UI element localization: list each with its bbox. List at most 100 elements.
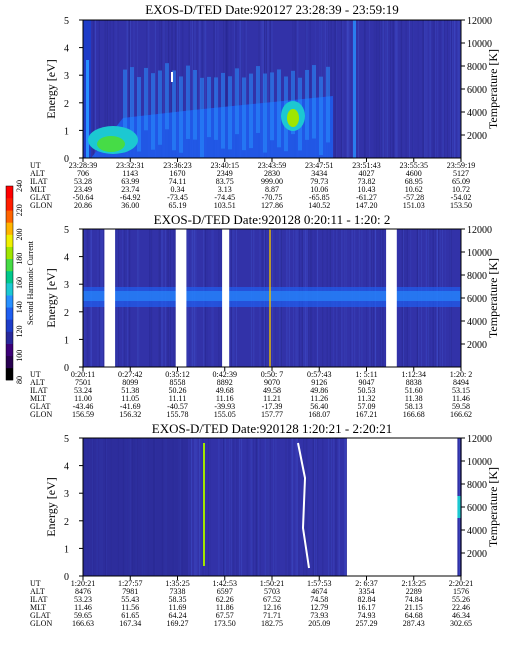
table-cell: -74.45	[214, 193, 235, 202]
table-cell: 8558	[170, 378, 186, 387]
table-row-label: GLON	[30, 201, 52, 210]
y2-axis-label: Temperature [K]	[486, 467, 500, 547]
table-cell: 23:28:39	[69, 161, 97, 170]
table-cell: 11.46	[74, 603, 92, 612]
table-cell: 63.99	[121, 177, 139, 186]
table-cell: 11.38	[405, 394, 423, 403]
colorbar-swatch	[6, 295, 13, 308]
table-cell: 7981	[122, 587, 138, 596]
table-cell: 5127	[453, 169, 469, 178]
table-cell: 71.71	[263, 611, 281, 620]
panel-1: EXOS-D/TED Date:920127 23:28:39 - 23:59:…	[30, 2, 500, 210]
table-cell: 23:51:43	[352, 161, 380, 170]
colorbar-swatch	[6, 234, 13, 247]
y-tick-label: 1	[64, 335, 69, 346]
y2-tick-label: 12000	[467, 434, 492, 445]
table-cell: 49.86	[310, 386, 328, 395]
y2-tick-label: 8000	[467, 271, 487, 282]
table-cell: 11.00	[74, 394, 92, 403]
table-cell: 1:20:21	[71, 579, 95, 588]
colorbar-swatch	[6, 343, 13, 357]
table-cell: -54.02	[451, 193, 472, 202]
colorbar-swatch	[6, 319, 13, 332]
colorbar-swatch	[6, 367, 13, 381]
y2-tick-label: 10000	[467, 248, 492, 259]
table-cell: 53.28	[74, 177, 92, 186]
table-cell: -41.69	[120, 402, 141, 411]
table-cell: 173.50	[214, 619, 236, 628]
table-cell: 36.00	[121, 201, 139, 210]
table-row-label: MLT	[30, 185, 46, 194]
table-cell: 64.68	[405, 611, 423, 620]
table-row-label: GLAT	[30, 611, 51, 620]
panel-title: EXOS-D/TED Date:920128 1:20:21 - 2:20:21	[152, 421, 392, 436]
colorbar-swatch	[6, 210, 13, 223]
table-cell: 74.11	[169, 177, 187, 186]
table-cell: 6597	[217, 587, 233, 596]
table-cell: 74.58	[310, 595, 328, 604]
table-cell: -64.92	[120, 193, 141, 202]
table-cell: -70.75	[262, 193, 283, 202]
y-tick-label: 5	[64, 434, 69, 445]
table-cell: 2830	[264, 169, 280, 178]
y-tick-label: 3	[64, 71, 69, 82]
table-cell: 11.21	[263, 394, 281, 403]
table-cell: 5703	[264, 587, 280, 596]
table-row-label: GLON	[30, 619, 52, 628]
table-cell: 167.21	[356, 410, 378, 419]
table-cell: 4027	[359, 169, 375, 178]
y-tick-label: 4	[64, 462, 69, 473]
table-cell: 166.68	[403, 410, 425, 419]
y-tick-label: 0	[64, 572, 69, 583]
y2-tick-label: 4000	[467, 108, 487, 119]
table-cell: 7338	[170, 587, 186, 596]
table-cell: 8099	[122, 378, 138, 387]
ephemeris-table: UT 1:20:21 1:27:57 1:35:25 1:42:53 1:50:21 1:5…	[30, 579, 473, 628]
table-cell: 11.26	[310, 394, 328, 403]
table-cell: 7501	[75, 378, 91, 387]
table-cell: 8892	[217, 378, 233, 387]
table-cell: 73.93	[310, 611, 328, 620]
table-cell: 2: 6:37	[355, 579, 377, 588]
colorbar-tick-label: 160	[15, 277, 24, 289]
table-cell: 166.63	[72, 619, 94, 628]
table-cell: 11.05	[121, 394, 139, 403]
table-cell: 11.86	[216, 603, 234, 612]
table-cell: 0:35:12	[165, 370, 189, 379]
table-cell: 2:20:21	[449, 579, 473, 588]
table-cell: 153.50	[450, 201, 472, 210]
table-cell: 168.07	[308, 410, 330, 419]
table-cell: 1:57:53	[307, 579, 331, 588]
y2-tick-label: 6000	[467, 294, 487, 305]
colorbar-swatch	[6, 331, 13, 344]
table-cell: 74.93	[358, 611, 376, 620]
y2-tick-label: 8000	[467, 62, 487, 73]
table-cell: 79.73	[310, 177, 328, 186]
y2-tick-label: 2000	[467, 549, 487, 560]
table-row-label: ILAT	[30, 595, 47, 604]
panel-title: EXOS-D/TED Date:920128 0:20:11 - 1:20: 2	[154, 212, 391, 227]
y-tick-label: 1	[64, 126, 69, 137]
colorbar-swatch	[6, 258, 13, 272]
data-gap	[104, 229, 116, 367]
colorbar-swatch	[6, 186, 13, 199]
ephemeris-table: UT 23:28:39 23:32:31 23:36:23 23:40:15 23:43:…	[30, 161, 475, 210]
table-cell: 1143	[122, 169, 138, 178]
table-cell: 706	[77, 169, 89, 178]
y2-axis-label: Temperature [K]	[486, 49, 500, 129]
table-cell: 23.49	[74, 185, 92, 194]
table-cell: 64.24	[169, 611, 187, 620]
table-cell: 8838	[406, 378, 422, 387]
table-cell: 8.87	[265, 185, 279, 194]
table-cell: 4600	[406, 169, 422, 178]
table-cell: -40.57	[167, 402, 188, 411]
table-cell: 0:50: 7	[261, 370, 283, 379]
table-row-label: GLON	[30, 410, 52, 419]
table-cell: 65.09	[452, 177, 470, 186]
y2-tick-label: 12000	[467, 225, 492, 236]
table-cell: 50.53	[358, 386, 376, 395]
table-cell: 11.56	[121, 603, 139, 612]
table-cell: 8494	[453, 378, 469, 387]
y-tick-label: 0	[64, 363, 69, 374]
